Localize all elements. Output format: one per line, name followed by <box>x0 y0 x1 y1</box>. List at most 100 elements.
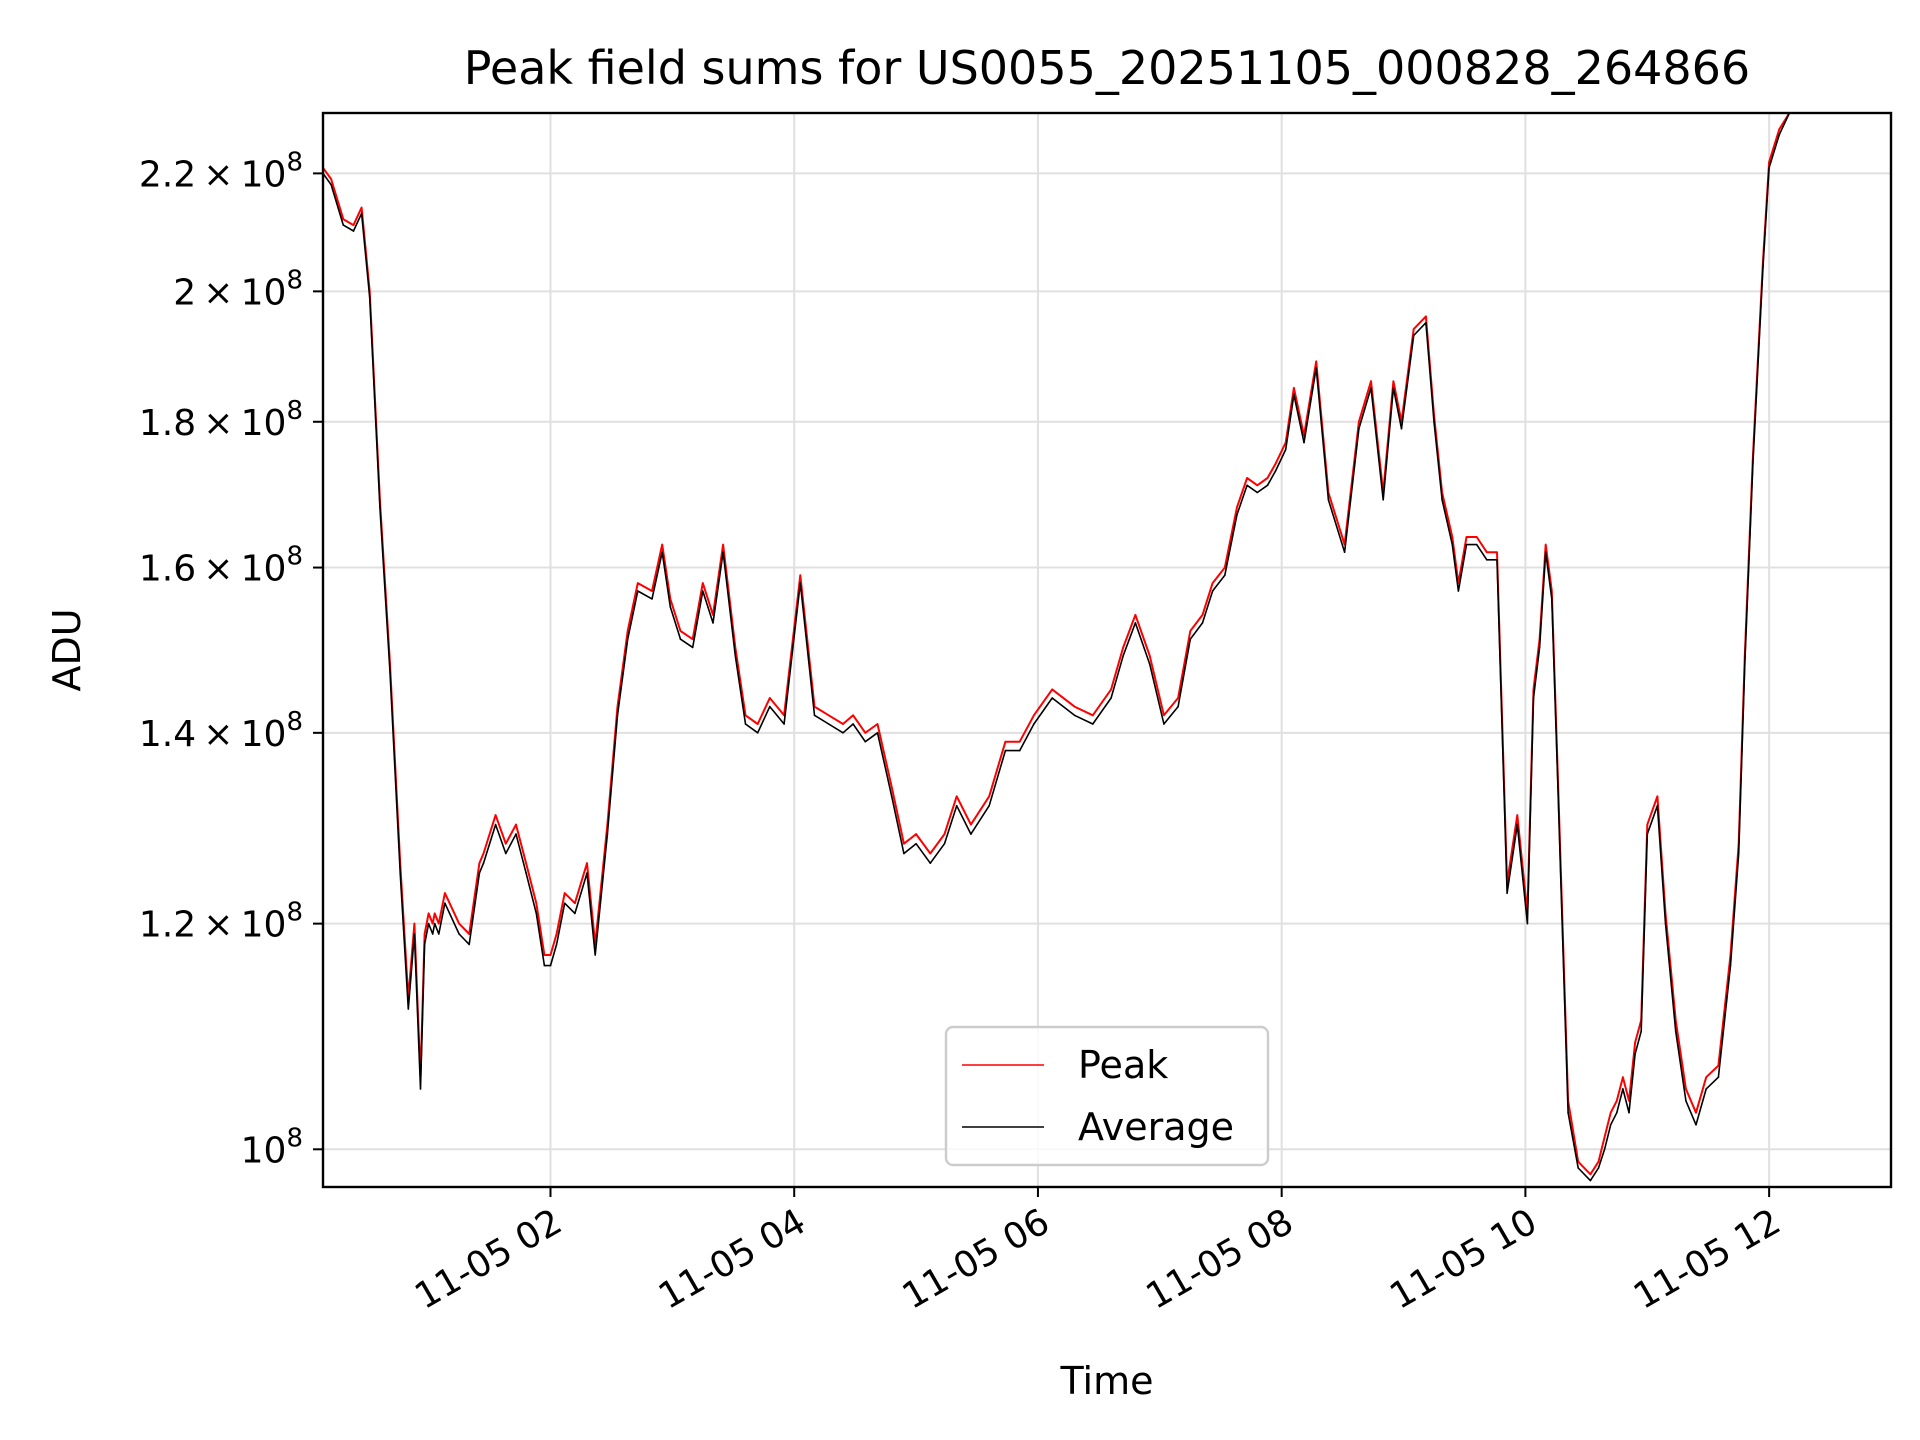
series-point-peak <box>433 912 436 915</box>
series-point-average <box>626 638 629 640</box>
series-point-average <box>389 671 391 674</box>
chart-title: Peak field sums for US0055_20251105_0008… <box>464 41 1750 95</box>
series-point-average <box>419 1088 422 1090</box>
series-point-peak <box>1051 688 1053 691</box>
series-point-peak <box>413 922 416 925</box>
series-point-peak <box>1148 654 1151 657</box>
series-point-average <box>1392 387 1395 389</box>
series-point-peak <box>1236 506 1238 509</box>
series-point-peak <box>1266 477 1269 479</box>
series-point-average <box>1717 1076 1720 1078</box>
series-point-peak <box>1134 614 1137 616</box>
series-point-average <box>1616 1111 1618 1114</box>
series-point-average <box>555 943 558 946</box>
series-point-peak <box>1544 543 1547 546</box>
series-point-average <box>1737 852 1740 855</box>
series-point-average <box>712 622 714 624</box>
series-point-average <box>1674 1030 1677 1033</box>
series-point-peak <box>1246 477 1248 479</box>
series-point-peak <box>1656 795 1659 798</box>
series-point-average <box>574 912 576 915</box>
series-point-average <box>1400 427 1403 430</box>
series-point-average <box>1266 484 1269 487</box>
series-point-average <box>1425 321 1427 324</box>
series-point-peak <box>988 795 990 798</box>
series-point-average <box>1343 551 1346 553</box>
series-point-peak <box>1110 688 1112 691</box>
series-point-peak <box>1475 536 1478 538</box>
series-point-average <box>1274 470 1277 472</box>
series-point-average <box>1603 1148 1606 1151</box>
series-point-average <box>423 943 426 946</box>
series-point-average <box>1004 749 1007 752</box>
series-point-average <box>1303 441 1305 444</box>
series-point-average <box>1486 559 1488 561</box>
series-point-peak <box>458 922 460 925</box>
series-point-peak <box>515 823 517 826</box>
series-point-peak <box>1705 1076 1707 1078</box>
series-point-average <box>691 646 694 649</box>
series-point-average <box>1516 823 1519 826</box>
series-point-peak <box>1516 814 1519 816</box>
series-point-peak <box>423 933 426 935</box>
series-point-average <box>842 732 844 734</box>
series-point-peak <box>1211 582 1214 584</box>
series-point-average <box>1370 387 1372 389</box>
series-point-peak <box>352 224 355 226</box>
series-point-peak <box>1392 380 1395 383</box>
series-point-average <box>1211 590 1214 592</box>
series-point-peak <box>852 714 854 717</box>
series-point-average <box>943 842 946 845</box>
series-point-peak <box>563 892 566 894</box>
series-point-average <box>535 912 538 915</box>
series-point-peak <box>1717 1064 1720 1067</box>
series-point-average <box>368 296 371 299</box>
series-point-peak <box>691 638 694 640</box>
series-point-average <box>1768 167 1770 169</box>
series-point-average <box>478 872 481 874</box>
series-point-average <box>1018 749 1021 752</box>
plot-frame <box>321 111 1893 1189</box>
series-point-peak <box>943 833 946 835</box>
series-point-average <box>1236 513 1238 516</box>
series-point-average <box>669 606 672 608</box>
series-point-peak <box>1224 566 1226 569</box>
y-tick-label: 108 <box>241 1123 303 1171</box>
series-point-peak <box>1033 714 1035 717</box>
series-point-average <box>637 590 639 592</box>
series-point-peak <box>478 862 481 864</box>
series-point-average <box>1315 367 1317 369</box>
series-point-average <box>1752 462 1754 465</box>
series-point-peak <box>1177 697 1179 699</box>
series-point-average <box>342 224 345 226</box>
series-point-peak <box>769 697 771 699</box>
series-point-peak <box>744 714 747 717</box>
series-point-peak <box>1315 360 1317 363</box>
series-point-average <box>1664 922 1667 925</box>
series-point-average <box>929 862 932 864</box>
series-point-average <box>1412 334 1415 337</box>
series-point-peak <box>1597 1160 1600 1163</box>
series-point-peak <box>543 954 546 956</box>
series-point-peak <box>1004 740 1007 743</box>
series-point-average <box>515 833 517 835</box>
series-point-average <box>783 723 785 725</box>
series-point-average <box>955 804 958 807</box>
series-point-average <box>1526 922 1529 925</box>
series-point-peak <box>505 842 507 845</box>
series-point-peak <box>1274 462 1277 465</box>
series-point-average <box>651 598 653 600</box>
series-point-peak <box>574 902 576 904</box>
legend-label-average: Average <box>1078 1105 1234 1149</box>
series-point-average <box>734 654 737 657</box>
series-point-average <box>876 732 879 734</box>
legend-box <box>944 1025 1270 1167</box>
series-point-average <box>769 705 771 708</box>
series-point-peak <box>970 823 972 826</box>
series-point-average <box>1148 663 1151 665</box>
series-point-peak <box>1189 630 1192 632</box>
series-point-peak <box>890 786 893 788</box>
series-point-average <box>1577 1167 1579 1169</box>
series-point-peak <box>1685 1088 1687 1090</box>
series-point-peak <box>1451 536 1454 538</box>
